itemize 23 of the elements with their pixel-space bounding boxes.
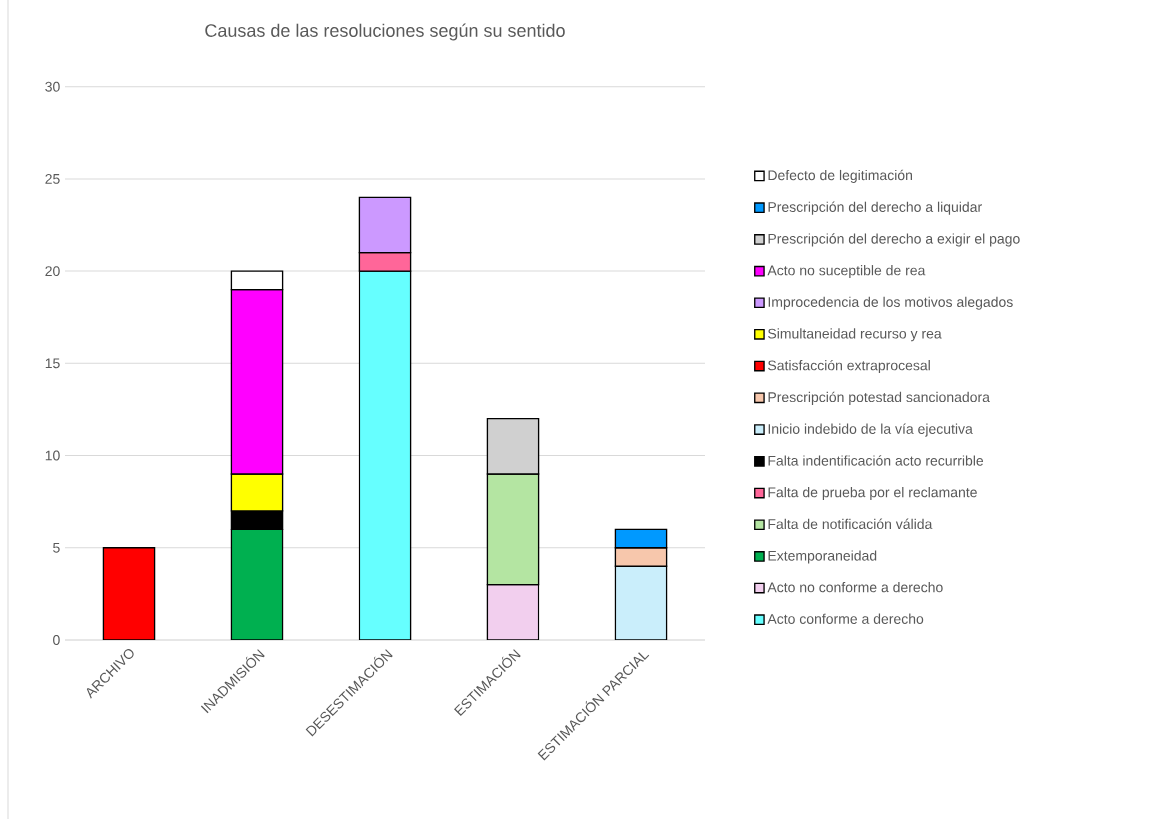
- legend-label: Acto conforme a derecho: [767, 613, 924, 624]
- chart-title: Causas de las resoluciones según su sentido: [205, 23, 565, 41]
- legend-label: Falta indentificación acto recurrible: [768, 455, 984, 466]
- legend-label: Acto no conforme a derecho: [767, 581, 943, 593]
- y-tick-label: 0: [53, 635, 60, 645]
- legend-label: Defecto de legitimación: [768, 169, 912, 183]
- legend-label: Acto no suceptible de rea: [767, 265, 926, 279]
- legend-label: Prescripción del derecho a exigir el pago: [768, 233, 1020, 247]
- legend-label: Prescripción potestad sancionadora: [768, 391, 990, 405]
- y-tick-label: 30: [45, 81, 60, 92]
- y-tick-label: 15: [45, 358, 60, 369]
- legend-label: Prescripción del derecho a liquidar: [768, 201, 982, 215]
- legend-label: Falta de notificación válida: [768, 518, 933, 530]
- y-tick-label: 5: [53, 542, 60, 553]
- legend-label: Inicio indebido de la vía ejecutiva: [768, 423, 973, 437]
- legend-label: Falta de prueba por el reclamante: [768, 487, 977, 501]
- y-tick-label: 10: [45, 450, 60, 461]
- legend-label: Simultaneidad recurso y rea: [768, 328, 942, 342]
- legend-label: Improcedencia de los motivos alegados: [768, 296, 1013, 310]
- legend-label: Extemporaneidad: [768, 550, 877, 564]
- y-tick-label: 20: [45, 266, 60, 277]
- legend-label: Satisfacción extraprocesal: [768, 359, 930, 374]
- y-tick-label: 25: [45, 173, 60, 184]
